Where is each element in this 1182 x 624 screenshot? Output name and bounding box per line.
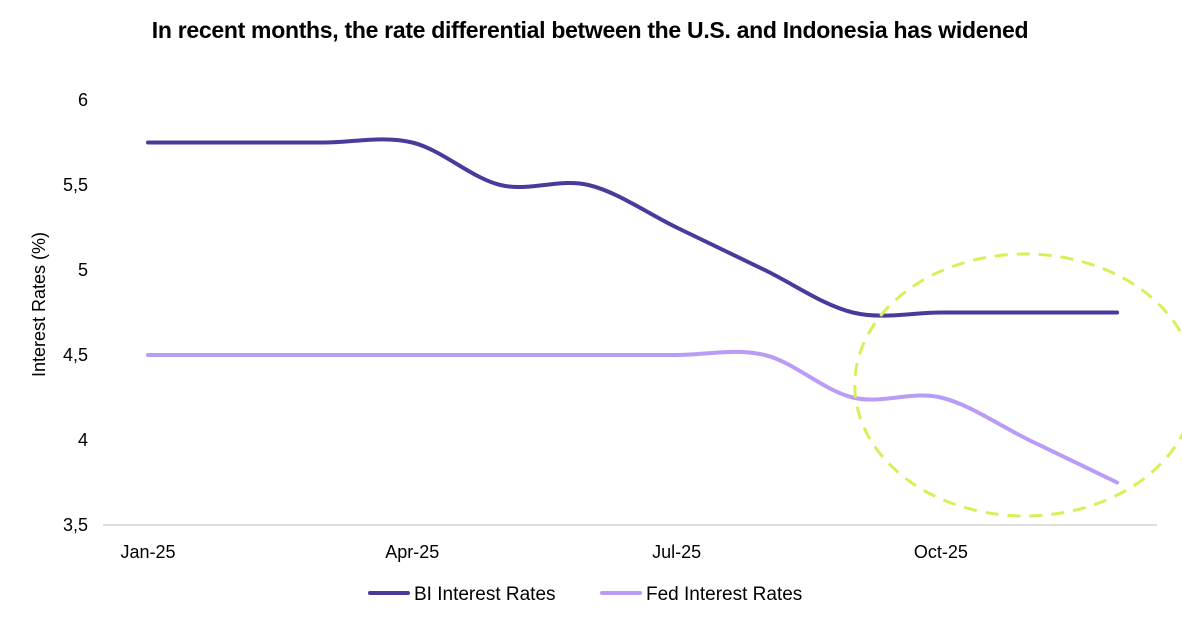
legend: BI Interest Rates Fed Interest Rates xyxy=(368,584,802,605)
x-axis: Jan-25 Apr-25 Jul-25 Oct-25 xyxy=(103,524,1157,562)
y-axis-title: Interest Rates (%) xyxy=(29,232,49,377)
y-tick-label: 3,5 xyxy=(63,515,88,535)
y-tick-label: 6 xyxy=(78,90,88,110)
y-tick-label: 5 xyxy=(78,260,88,280)
x-tick-label: Apr-25 xyxy=(385,542,439,562)
series-line-1 xyxy=(146,137,1120,318)
x-tick-label: Jul-25 xyxy=(652,542,701,562)
x-tick-label: Oct-25 xyxy=(914,542,968,562)
series-line-2 xyxy=(146,349,1120,485)
y-tick-label: 4 xyxy=(78,430,88,450)
highlight-ellipse xyxy=(853,252,1182,518)
chart-title: In recent months, the rate differential … xyxy=(151,17,1029,43)
annotation-layer xyxy=(853,252,1182,518)
legend-label-2: Fed Interest Rates xyxy=(646,584,802,605)
y-axis: 6 5,5 5 4,5 4 3,5 Interest Rates (%) xyxy=(29,90,88,535)
x-tick-label: Jan-25 xyxy=(120,542,175,562)
legend-label-1: BI Interest Rates xyxy=(414,584,556,605)
y-tick-label: 5,5 xyxy=(63,175,88,195)
series-layer xyxy=(146,137,1120,485)
y-tick-label: 4,5 xyxy=(63,345,88,365)
